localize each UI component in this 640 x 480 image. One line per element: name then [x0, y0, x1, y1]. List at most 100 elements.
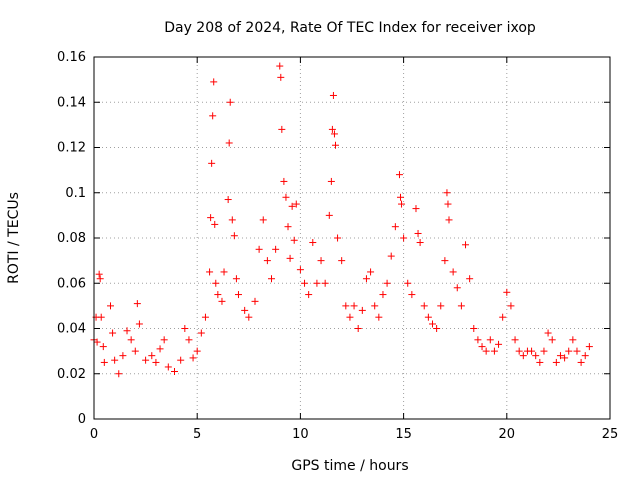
y-tick-label: 0 [78, 412, 86, 427]
data-point [379, 291, 387, 299]
x-tick-label: 10 [292, 427, 309, 442]
data-point [397, 193, 405, 201]
y-axis-title: ROTI / TECUs [6, 192, 22, 284]
data-point [367, 268, 375, 276]
data-point [371, 302, 379, 310]
x-tick-label: 0 [90, 427, 98, 442]
data-point [288, 202, 296, 210]
data-point [412, 205, 420, 213]
y-tick-label: 0.08 [57, 231, 86, 246]
data-point [444, 200, 452, 208]
data-point [177, 356, 185, 364]
data-point [280, 177, 288, 185]
data-point [445, 216, 453, 224]
data-point [474, 336, 482, 344]
data-point [544, 329, 552, 337]
data-point [327, 177, 335, 185]
data-point [208, 159, 216, 167]
data-point [142, 356, 150, 364]
data-point [135, 320, 143, 328]
data-point [277, 73, 285, 81]
data-point [400, 234, 408, 242]
data-point [95, 270, 103, 278]
data-point [449, 268, 457, 276]
data-point [218, 297, 226, 305]
data-point [375, 313, 383, 321]
data-point [499, 313, 507, 321]
data-point [309, 239, 317, 247]
data-point [354, 325, 362, 332]
data-point [404, 279, 412, 287]
data-point [395, 171, 403, 179]
data-point [486, 336, 494, 344]
data-points-layer [90, 62, 593, 378]
data-point [342, 302, 350, 310]
data-point [225, 139, 233, 147]
data-point [152, 358, 160, 366]
data-point [207, 214, 215, 222]
data-point [220, 268, 228, 276]
y-tick-label: 0.06 [57, 276, 86, 291]
data-point [325, 211, 333, 219]
data-point [507, 302, 515, 310]
data-point [321, 279, 329, 287]
data-point [111, 356, 119, 364]
data-point [197, 329, 205, 337]
data-point [433, 325, 441, 332]
data-point [305, 291, 313, 299]
data-point [362, 275, 370, 283]
data-point [206, 268, 214, 276]
data-point [96, 275, 104, 283]
data-point [358, 306, 366, 314]
data-point [441, 257, 449, 265]
data-point [420, 302, 428, 310]
y-tick-label: 0.02 [57, 367, 86, 382]
x-tick-label: 20 [499, 427, 516, 442]
data-point [569, 336, 577, 344]
data-point [278, 125, 286, 133]
data-point [462, 241, 470, 249]
data-point [577, 358, 585, 366]
data-point [115, 370, 123, 378]
x-axis-title: GPS time / hours [291, 458, 408, 474]
plot-frame [93, 56, 611, 420]
data-point [443, 189, 451, 197]
data-point [552, 358, 560, 366]
data-point [556, 352, 564, 360]
data-point [282, 193, 290, 201]
data-point [330, 130, 338, 138]
data-point [350, 302, 358, 310]
data-point [346, 313, 354, 321]
data-point [245, 313, 253, 321]
data-point [99, 343, 107, 351]
data-point [241, 306, 249, 314]
chart-title: Day 208 of 2024, Rate Of TEC Index for r… [164, 20, 536, 36]
x-tick-label: 25 [602, 427, 619, 442]
data-point [573, 347, 581, 355]
data-point [528, 347, 536, 355]
data-point [93, 338, 101, 346]
y-tick-label: 0.14 [57, 95, 86, 110]
data-point [276, 62, 284, 70]
data-point [263, 257, 271, 265]
data-point [457, 302, 465, 310]
data-point [437, 302, 445, 310]
data-point [181, 325, 189, 332]
data-point [296, 266, 304, 274]
data-point [519, 352, 527, 360]
grid-layer [94, 57, 610, 419]
data-point [478, 343, 486, 351]
data-point [408, 291, 416, 299]
data-point [259, 216, 267, 224]
data-point [292, 200, 300, 208]
data-point [251, 297, 259, 305]
data-point [387, 252, 395, 260]
data-point [193, 347, 201, 355]
data-point [268, 275, 276, 283]
data-point [338, 257, 346, 265]
data-point [185, 336, 193, 344]
y-tick-label: 0.1 [65, 186, 86, 201]
data-point [109, 329, 117, 337]
data-point [189, 354, 197, 362]
